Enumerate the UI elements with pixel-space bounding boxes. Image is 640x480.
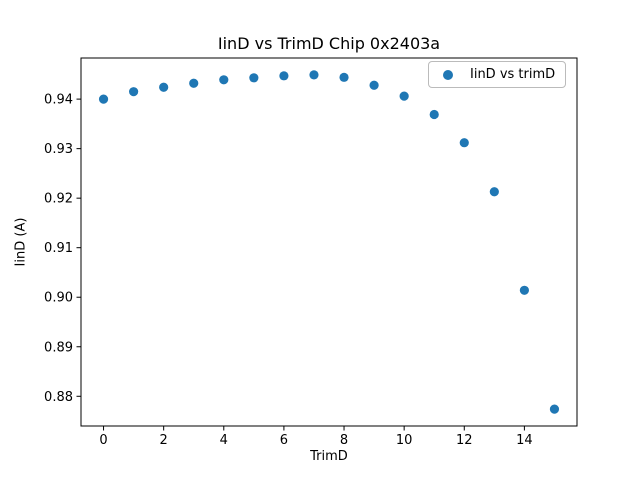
- chart-title: IinD vs TrimD Chip 0x2403a: [217, 34, 441, 53]
- scatter-point: [429, 109, 439, 120]
- y-tick-label: 0.91: [44, 241, 73, 256]
- scatter-point: [459, 138, 469, 148]
- scatter-point: [249, 73, 259, 83]
- y-tick-label: 0.88: [44, 390, 73, 405]
- scatter-point: [519, 285, 529, 295]
- y-tick-label: 0.89: [44, 340, 73, 355]
- legend-label: IinD vs trimD: [470, 67, 556, 82]
- scatter-point: [98, 94, 109, 104]
- scatter-point: [309, 70, 319, 80]
- y-tick-label: 0.92: [44, 192, 73, 207]
- scatter-point: [159, 82, 169, 92]
- scatter-point: [369, 80, 379, 90]
- legend-marker-dot: [443, 69, 453, 80]
- scatter-point: [219, 75, 229, 85]
- x-axis-label: TrimD: [310, 449, 348, 464]
- scatter-point: [189, 78, 199, 88]
- y-tick-label: 0.90: [44, 291, 73, 306]
- scatter-point: [489, 187, 499, 197]
- y-tick-label: 0.93: [44, 142, 73, 157]
- scatter-point: [339, 72, 349, 82]
- scatter-point: [279, 71, 289, 81]
- x-tick-label: 2: [160, 433, 168, 448]
- scatter-point: [129, 87, 139, 97]
- x-tick-label: 0: [99, 433, 107, 448]
- scatter-point: [399, 91, 409, 101]
- x-tick-label: 10: [396, 433, 413, 448]
- axes-frame: [80, 57, 578, 427]
- legend: IinD vs trimD: [428, 61, 567, 88]
- x-tick-label: 12: [456, 433, 473, 448]
- x-tick-label: 14: [516, 433, 533, 448]
- x-tick-label: 6: [280, 433, 288, 448]
- x-tick-label: 4: [220, 433, 228, 448]
- x-tick-label: 8: [340, 433, 348, 448]
- scatter-point: [549, 404, 560, 414]
- y-tick-label: 0.94: [44, 93, 73, 108]
